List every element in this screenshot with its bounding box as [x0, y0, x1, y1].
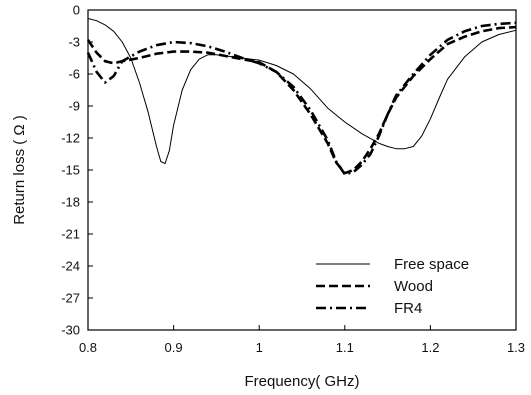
y-tick-label: -12: [61, 131, 80, 146]
plot-border: [87, 9, 517, 331]
x-tick-label: 0.9: [165, 340, 183, 355]
x-tick-label: 1.3: [507, 340, 525, 355]
y-tick-label: -9: [68, 99, 80, 114]
y-tick-label: -30: [61, 323, 80, 338]
series-line-free-space: [87, 18, 517, 165]
y-tick-label: -18: [61, 195, 80, 210]
legend-label-wood: Wood: [394, 278, 433, 295]
y-tick-label: 0: [73, 3, 80, 18]
y-tick-label: -27: [61, 291, 80, 306]
series-line-fr4: [86, 21, 517, 176]
series-layer: [86, 18, 517, 176]
y-tick-label: -24: [61, 259, 80, 274]
x-tick-label: 0.8: [79, 340, 97, 355]
axis-ticks: 0.8 0.9 1 1.1 1.2 1.3 0 -3 -6 -9 -12 -15 -18 -21 -24 -2…: [61, 3, 525, 356]
y-tick-label: -6: [68, 67, 80, 82]
x-tick-label: 1.2: [421, 340, 439, 355]
y-tick-label: -15: [61, 163, 80, 178]
legend-label-free-space: Free space: [394, 256, 469, 273]
x-tick-label: 1: [256, 340, 263, 355]
y-tick-label: -3: [68, 35, 80, 50]
legend: Free space Wood FR4: [316, 256, 469, 317]
plot-frame: [87, 9, 517, 331]
legend-label-fr4: FR4: [394, 300, 422, 317]
y-tick-label: -21: [61, 227, 80, 242]
y-axis-title: Return loss ( Ω ): [11, 115, 28, 225]
x-tick-label: 1.1: [336, 340, 354, 355]
x-axis-title: Frequency( GHz): [244, 373, 359, 390]
